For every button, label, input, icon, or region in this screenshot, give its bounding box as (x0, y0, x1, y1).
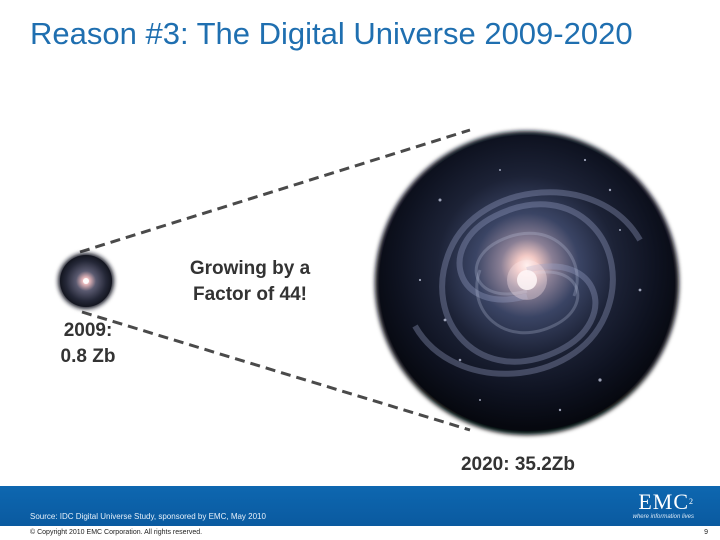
bottom-strip (0, 526, 720, 540)
year-2009-line-2: 0.8 Zb (60, 346, 116, 367)
growth-line-2: Factor of 44! (192, 284, 308, 305)
year-2009-label: 2009: 0.8 Zb (28, 318, 148, 370)
lower-dashed-connector (81, 310, 471, 432)
logo-wordmark: EMC (638, 489, 689, 514)
logo-superscript: 2 (689, 497, 694, 506)
growth-line-1: Growing by a (189, 258, 311, 279)
logo-tagline: where information lives (632, 514, 694, 520)
large-galaxy-image (375, 131, 679, 435)
growth-factor-label: Growing by a Factor of 44! (160, 256, 340, 308)
upper-dashed-connector (79, 128, 471, 254)
small-galaxy-image (58, 253, 114, 309)
slide-title: Reason #3: The Digital Universe 2009-202… (30, 16, 633, 51)
copyright-text: © Copyright 2010 EMC Corporation. All ri… (30, 529, 203, 536)
year-2009-line-1: 2009: (63, 320, 113, 341)
emc-logo: EMC2 where information lives (633, 491, 694, 521)
footer-bar (0, 486, 720, 526)
source-citation: Source: IDC Digital Universe Study, spon… (30, 512, 266, 521)
year-2020-label: 2020: 35.2Zb (460, 454, 576, 475)
page-number: 9 (704, 529, 708, 536)
